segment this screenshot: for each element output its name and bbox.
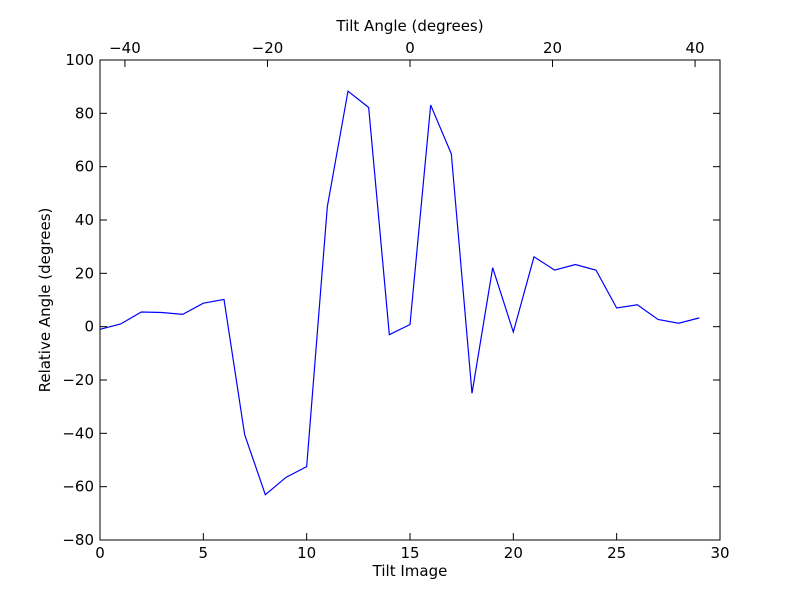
x-tick-label: 20 [504,544,523,562]
top-x-tick-label: −20 [252,39,284,57]
plot-frame [99,59,721,541]
x-tick-label: 10 [297,544,316,562]
x-tick-label: 25 [607,544,626,562]
y-tick-label: −60 [62,478,94,496]
y-tick-label: −20 [62,371,94,389]
top-x-tick-label: 0 [405,39,415,57]
x-tick-label: 15 [400,544,419,562]
y-tick-label: −40 [62,424,94,442]
x-tick-label: 5 [199,544,209,562]
y-tick-label: 0 [84,318,94,336]
x-axis-label: Tilt Image [372,562,448,580]
y-tick-label: 100 [65,51,94,69]
plot-marks [99,90,700,496]
top-x-tick-label: −40 [109,39,141,57]
y-tick-label: 80 [75,104,94,122]
top-x-tick-label: 20 [543,39,562,57]
axis-ticks: 0 5 10 15 20 25 30 −40 −20 0 20 40 −80 −60 −40 −20 0 20 40… [62,39,729,562]
x-tick-label: 30 [710,544,729,562]
series-line-0 [99,90,700,496]
top-x-tick-label: 40 [686,39,705,57]
y-axis-label: Relative Angle (degrees) [36,208,54,393]
y-tick-label: 60 [75,158,94,176]
y-tick-label: −80 [62,531,94,549]
y-tick-label: 20 [75,264,94,282]
x-tick-label: 0 [95,544,105,562]
y-tick-label: 40 [75,211,94,229]
top-x-axis-label: Tilt Angle (degrees) [335,17,483,35]
